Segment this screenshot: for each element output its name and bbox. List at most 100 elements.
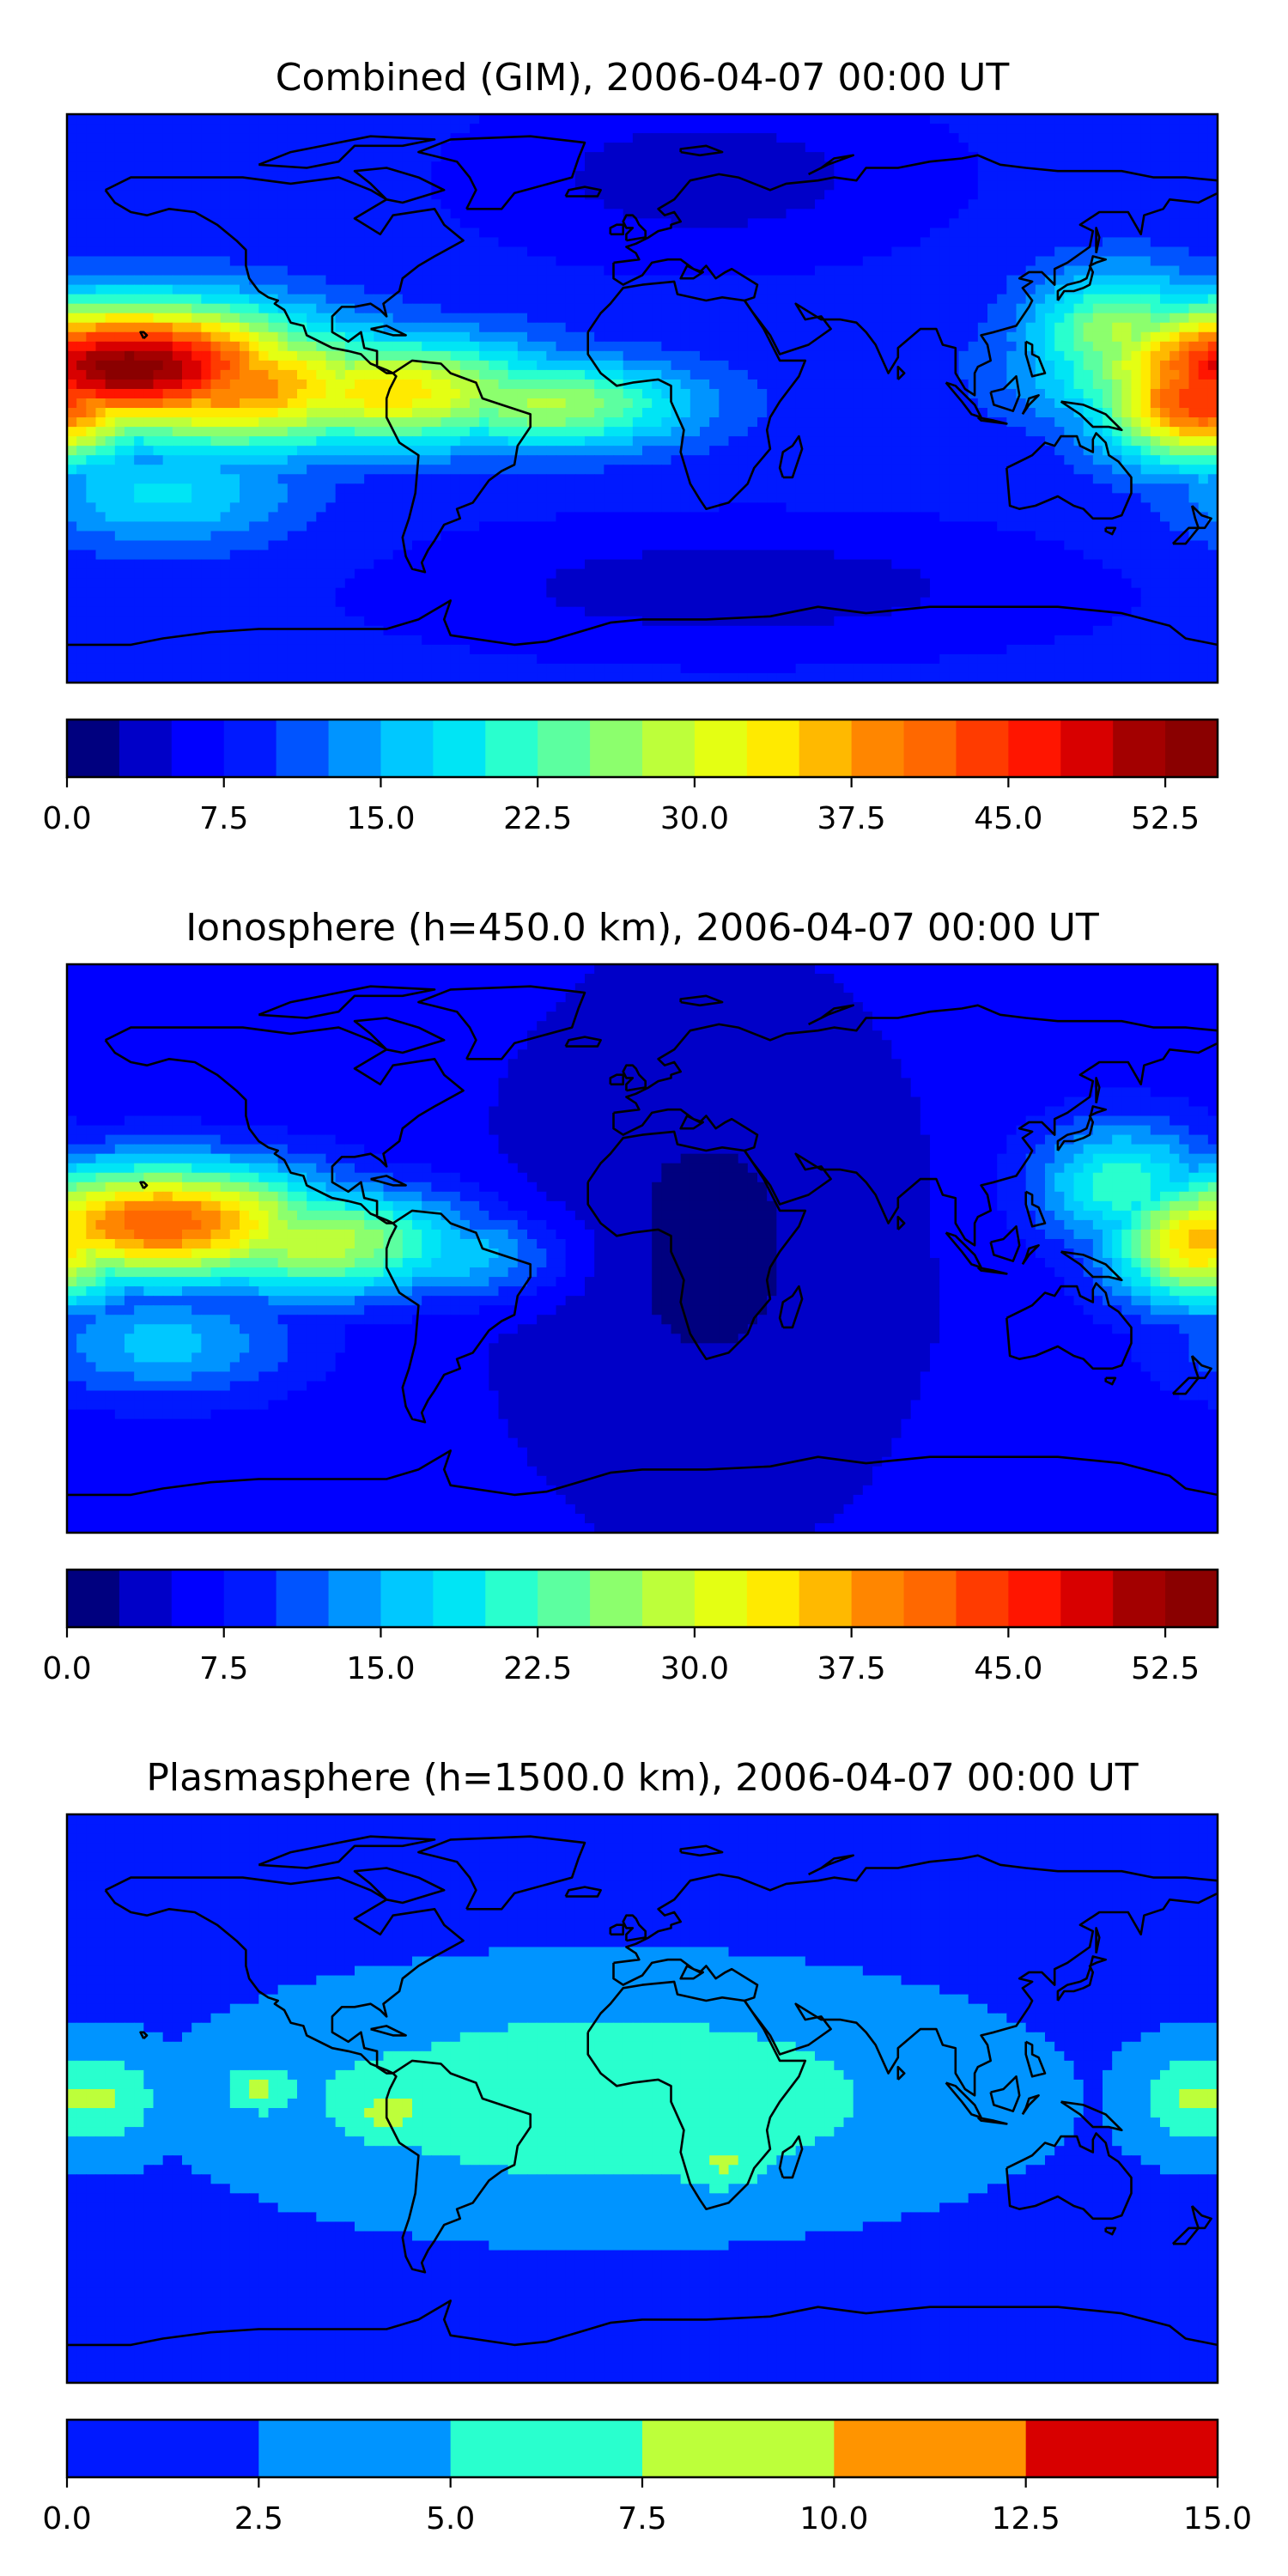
contour-cell [939,256,950,267]
contour-cell [853,379,864,390]
contour-cell [968,284,979,295]
contour-cell [125,474,135,484]
contour-cell [882,246,892,258]
contour-cell [546,275,557,286]
contour-cell [325,237,337,248]
contour-cell [1045,124,1055,134]
contour-cell [95,275,106,286]
contour-cell [470,246,480,258]
contour-cell [872,455,883,465]
contour-cell [182,246,192,258]
contour-cell [527,237,538,248]
contour-cell [930,161,940,172]
contour-cell [968,455,979,465]
contour-cell [67,446,77,456]
contour-cell [517,303,528,314]
contour-cell [1112,446,1122,456]
contour-cell [1064,124,1075,134]
contour-cell [824,388,835,399]
contour-cell [690,256,701,267]
contour-cell [920,294,931,305]
contour-cell [191,152,202,162]
contour-cell [105,228,116,239]
contour-cell [191,360,202,371]
contour-cell [709,256,720,267]
contour-cell [862,341,873,352]
contour-cell [527,369,538,380]
contour-cell [355,303,365,314]
contour-cell [719,265,730,276]
contour-cell [277,294,289,305]
contour-cell [997,465,1007,475]
contour-cell [470,408,480,418]
contour-cell [632,436,643,447]
contour-cell [680,237,691,248]
contour-cell [412,379,422,390]
contour-cell [364,350,374,361]
contour-cell [307,218,317,228]
contour-cell [134,256,144,267]
contour-cell [125,388,135,399]
contour-cell [930,474,940,484]
contour-cell [383,256,394,267]
contour-cell [191,284,202,295]
contour-cell [853,190,864,200]
contour-cell [182,190,192,200]
contour-cell [700,331,710,343]
contour-cell [815,369,825,380]
contour-cell [1188,436,1200,447]
contour-cell [834,436,845,447]
contour-cell [383,483,394,494]
contour-cell [1179,465,1190,475]
contour-cell [882,209,892,219]
contour-cell [594,313,605,324]
contour-cell [277,199,289,210]
contour-cell [450,209,461,219]
contour-cell [920,322,931,333]
contour-cell [1160,436,1170,447]
contour-cell [632,427,643,437]
contour-cell [498,284,509,295]
contour-cell [153,124,164,134]
contour-cell [162,322,173,333]
contour-cell [489,493,500,503]
contour-cell [114,265,125,276]
contour-cell [374,331,385,343]
contour-cell [249,427,259,437]
contour-cell [1035,313,1046,324]
contour-cell [776,171,787,181]
contour-cell [632,294,643,305]
contour-cell [402,398,413,409]
contour-cell [1179,275,1190,286]
contour-cell [585,228,595,239]
contour-cell [757,161,768,172]
contour-cell [901,199,912,210]
contour-cell [949,190,960,200]
contour-cell [680,379,691,390]
contour-cell [795,124,806,134]
contour-cell [680,493,691,503]
contour-cell [1170,256,1180,267]
contour-cell [383,228,394,239]
contour-cell [613,294,624,305]
contour-cell [546,446,557,456]
contour-cell [258,294,270,305]
contour-cell [537,143,547,153]
contour-cell [450,502,461,513]
contour-cell [585,303,595,314]
contour-cell [690,303,701,314]
contour-cell [652,190,662,200]
contour-cell [450,313,461,324]
contour-cell [556,133,567,143]
contour-cell [240,502,250,513]
contour-cell [834,124,845,134]
contour-cell [1006,171,1018,181]
contour-cell [594,427,605,437]
contour-cell [507,124,519,134]
contour-cell [105,275,116,286]
contour-cell [594,171,605,181]
contour-cell [1131,256,1142,267]
contour-cell [1207,284,1218,295]
contour-cell [977,350,988,361]
contour-cell [335,417,346,428]
